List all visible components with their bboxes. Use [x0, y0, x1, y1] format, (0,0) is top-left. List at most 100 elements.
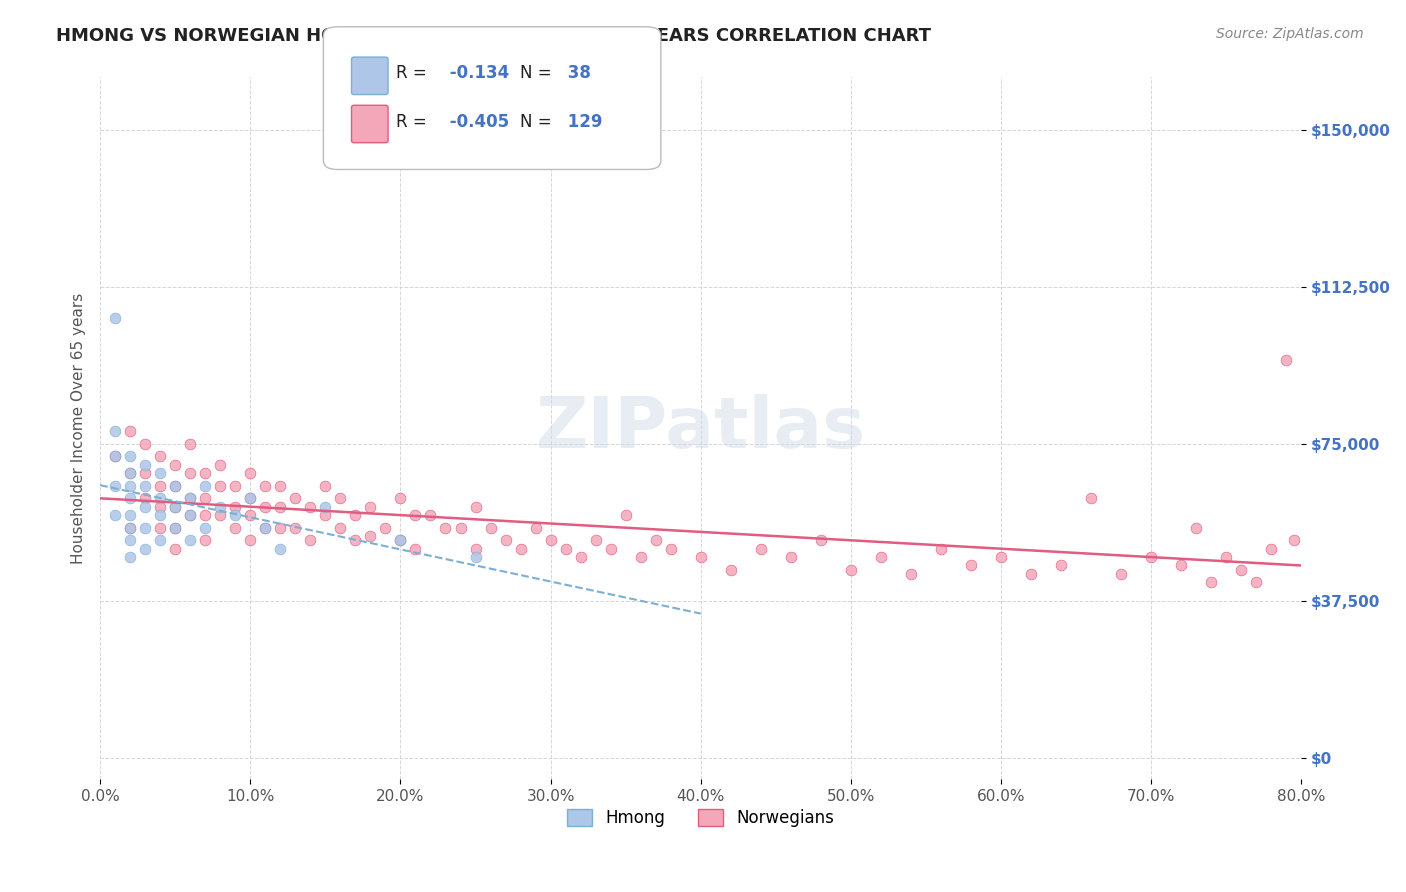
Point — [630, 549, 652, 564]
Point — [269, 479, 291, 493]
Point — [239, 533, 262, 548]
Point — [134, 521, 156, 535]
Point — [165, 458, 187, 472]
Point — [1050, 558, 1073, 573]
Point — [929, 541, 952, 556]
Point — [960, 558, 983, 573]
Point — [239, 466, 262, 480]
Point — [269, 541, 291, 556]
Point — [134, 466, 156, 480]
Point — [149, 491, 172, 506]
Point — [599, 541, 621, 556]
Point — [1201, 575, 1223, 590]
Point — [284, 521, 307, 535]
Point — [434, 521, 457, 535]
Point — [1140, 549, 1163, 564]
Point — [179, 508, 201, 522]
Point — [269, 500, 291, 514]
Point — [104, 450, 127, 464]
Point — [149, 466, 172, 480]
Point — [314, 479, 336, 493]
Point — [149, 500, 172, 514]
Point — [209, 508, 232, 522]
Text: N =: N = — [520, 113, 551, 131]
Point — [104, 450, 127, 464]
Point — [524, 521, 547, 535]
Point — [1275, 353, 1298, 368]
Point — [479, 521, 502, 535]
Point — [134, 458, 156, 472]
Text: 129: 129 — [562, 113, 603, 131]
Point — [165, 479, 187, 493]
Point — [284, 491, 307, 506]
Point — [450, 521, 472, 535]
Text: N =: N = — [520, 64, 551, 82]
Point — [120, 549, 142, 564]
Point — [149, 521, 172, 535]
Point — [644, 533, 666, 548]
Point — [239, 491, 262, 506]
Point — [224, 508, 246, 522]
Point — [165, 521, 187, 535]
Point — [749, 541, 772, 556]
Point — [810, 533, 832, 548]
Point — [179, 491, 201, 506]
Point — [194, 521, 217, 535]
Point — [179, 508, 201, 522]
Point — [104, 479, 127, 493]
Point — [1246, 575, 1268, 590]
Point — [194, 533, 217, 548]
Point — [359, 529, 381, 543]
Point — [165, 500, 187, 514]
Point — [614, 508, 637, 522]
Point — [149, 450, 172, 464]
Point — [839, 562, 862, 576]
Y-axis label: Householder Income Over 65 years: Householder Income Over 65 years — [72, 293, 86, 564]
Point — [134, 479, 156, 493]
Legend: Hmong, Norwegians: Hmong, Norwegians — [560, 802, 841, 834]
Point — [659, 541, 682, 556]
Point — [389, 533, 412, 548]
Point — [1260, 541, 1282, 556]
Point — [224, 479, 246, 493]
Point — [120, 450, 142, 464]
Point — [389, 533, 412, 548]
Point — [314, 500, 336, 514]
Text: R =: R = — [396, 113, 427, 131]
Text: R =: R = — [396, 64, 427, 82]
Point — [419, 508, 441, 522]
Point — [165, 521, 187, 535]
Point — [194, 479, 217, 493]
Text: 38: 38 — [562, 64, 592, 82]
Point — [120, 466, 142, 480]
Point — [1282, 533, 1305, 548]
Point — [1080, 491, 1102, 506]
Point — [104, 425, 127, 439]
Point — [209, 458, 232, 472]
Point — [540, 533, 562, 548]
Point — [194, 466, 217, 480]
Point — [329, 491, 352, 506]
Point — [389, 491, 412, 506]
Point — [779, 549, 801, 564]
Point — [569, 549, 592, 564]
Point — [224, 521, 246, 535]
Point — [134, 437, 156, 451]
Point — [179, 533, 201, 548]
Point — [990, 549, 1012, 564]
Point — [104, 508, 127, 522]
Point — [120, 533, 142, 548]
Point — [344, 508, 367, 522]
Point — [269, 521, 291, 535]
Point — [120, 466, 142, 480]
Point — [120, 425, 142, 439]
Point — [1170, 558, 1192, 573]
Point — [239, 491, 262, 506]
Point — [689, 549, 711, 564]
Point — [1109, 566, 1132, 581]
Point — [344, 533, 367, 548]
Point — [359, 500, 381, 514]
Point — [299, 533, 322, 548]
Point — [900, 566, 922, 581]
Point — [464, 500, 486, 514]
